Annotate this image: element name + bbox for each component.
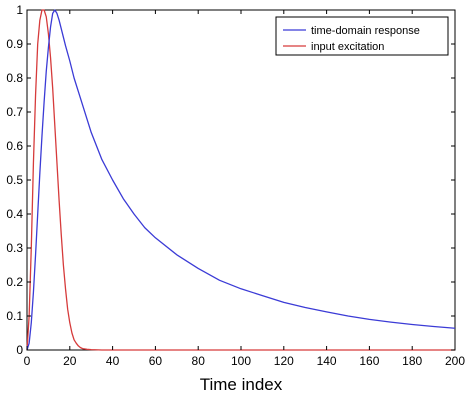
y-tick-label: 0 — [16, 343, 23, 357]
y-tick-label: 0.5 — [6, 173, 23, 187]
legend: time-domain response input excitation — [275, 16, 449, 56]
series-line-time-domain-response — [26, 9, 456, 351]
legend-label-input-excitation: input excitation — [311, 41, 384, 53]
legend-label-time-domain-response: time-domain response — [311, 25, 420, 37]
y-tick-label: 0.6 — [6, 139, 23, 153]
y-tick-label: 0.8 — [6, 71, 23, 85]
legend-box — [275, 16, 449, 56]
plot-area-frame — [26, 9, 456, 351]
x-tick-label: 0 — [24, 354, 31, 368]
x-tick-label: 160 — [359, 354, 379, 368]
x-tick-label: 20 — [63, 354, 77, 368]
x-tick-label: 40 — [106, 354, 120, 368]
series-layer — [26, 9, 456, 351]
series-line-input-excitation — [26, 9, 455, 351]
y-tick-label: 0.4 — [6, 207, 23, 221]
x-tick-label: 80 — [192, 354, 206, 368]
x-axis-title: Time index — [200, 375, 283, 394]
tick-layer: 0 20 40 60 80 100 120 140 160 180 200 0 0.1 0.2 0.3 0.4… — [6, 3, 465, 368]
x-tick-label: 200 — [445, 354, 465, 368]
x-tick-label: 180 — [402, 354, 422, 368]
y-tick-label: 0.3 — [6, 241, 23, 255]
y-tick-label: 0.2 — [6, 275, 23, 289]
x-tick-label: 100 — [231, 354, 251, 368]
y-tick-label: 0.1 — [6, 309, 23, 323]
x-tick-label: 60 — [149, 354, 163, 368]
y-tick-label: 0.9 — [6, 37, 23, 51]
x-tick-label: 140 — [317, 354, 337, 368]
y-tick-label: 1 — [16, 3, 23, 17]
x-tick-label: 120 — [274, 354, 294, 368]
y-tick-label: 0.7 — [6, 105, 23, 119]
